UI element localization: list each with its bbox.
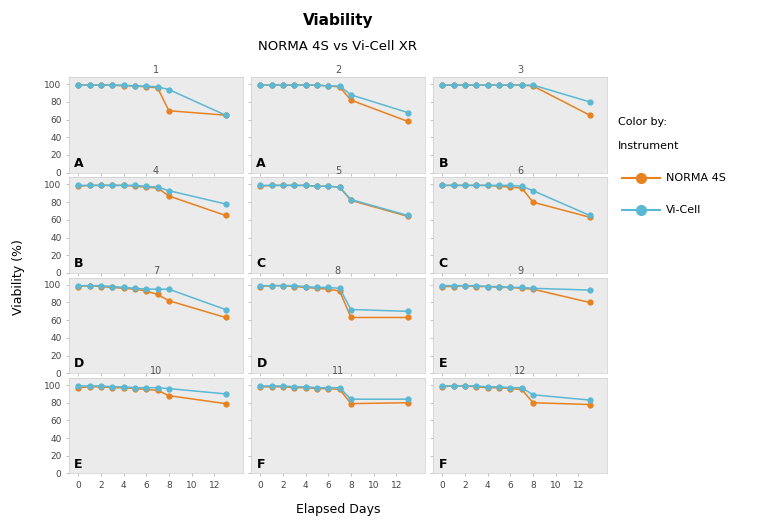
Text: 12: 12 bbox=[514, 366, 526, 376]
Text: 10: 10 bbox=[150, 366, 162, 376]
Text: 7: 7 bbox=[153, 266, 159, 276]
Text: 1: 1 bbox=[153, 65, 159, 75]
Text: D: D bbox=[257, 358, 266, 370]
Text: 2: 2 bbox=[335, 65, 341, 75]
Text: Color by:: Color by: bbox=[618, 117, 667, 127]
Text: B: B bbox=[74, 257, 84, 270]
Text: F: F bbox=[439, 458, 447, 471]
Text: B: B bbox=[439, 157, 448, 170]
Text: 9: 9 bbox=[517, 266, 523, 276]
Text: Elapsed Days: Elapsed Days bbox=[296, 503, 380, 516]
Text: 5: 5 bbox=[335, 165, 341, 176]
Text: C: C bbox=[439, 257, 448, 270]
Text: NORMA 4S: NORMA 4S bbox=[666, 173, 726, 183]
Text: D: D bbox=[74, 358, 84, 370]
Text: Viability (%): Viability (%) bbox=[12, 239, 25, 314]
Text: A: A bbox=[74, 157, 84, 170]
Text: NORMA 4S vs Vi-Cell XR: NORMA 4S vs Vi-Cell XR bbox=[258, 40, 418, 53]
Text: F: F bbox=[257, 458, 265, 471]
Text: E: E bbox=[439, 358, 447, 370]
Text: C: C bbox=[257, 257, 266, 270]
Text: 4: 4 bbox=[153, 165, 159, 176]
Text: A: A bbox=[257, 157, 266, 170]
Text: 6: 6 bbox=[517, 165, 523, 176]
Text: 11: 11 bbox=[332, 366, 344, 376]
Text: E: E bbox=[74, 458, 83, 471]
Text: Viability: Viability bbox=[303, 13, 373, 28]
Text: Instrument: Instrument bbox=[618, 141, 680, 151]
Text: Vi-Cell: Vi-Cell bbox=[666, 205, 701, 215]
Text: 3: 3 bbox=[517, 65, 523, 75]
Text: 8: 8 bbox=[335, 266, 341, 276]
